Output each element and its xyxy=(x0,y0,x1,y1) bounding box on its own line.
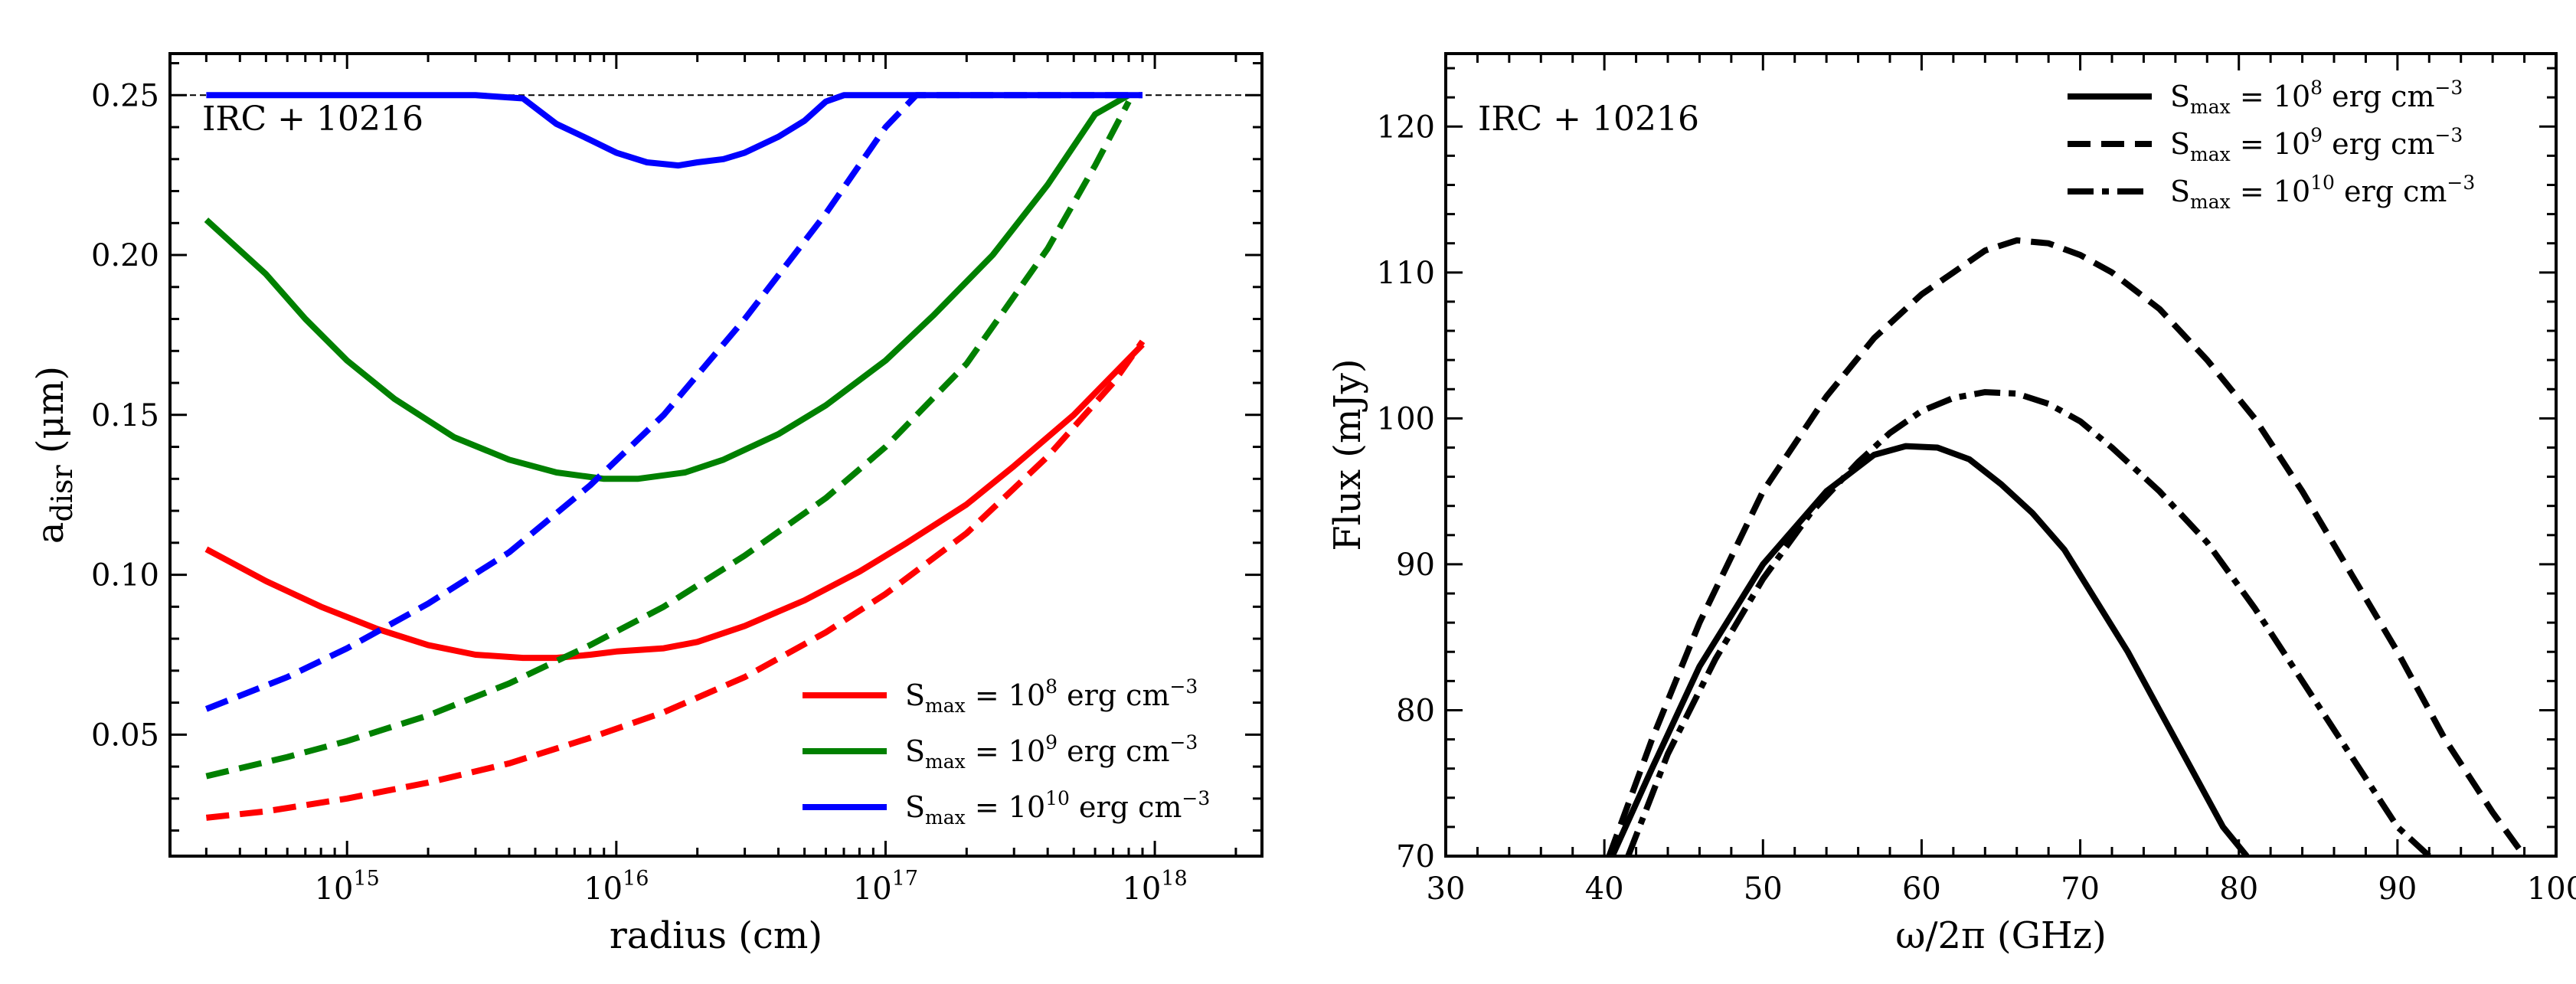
x-axis-label: radius (cm) xyxy=(610,914,822,957)
x-tick-label: 40 xyxy=(1585,871,1624,907)
series-line-blue-solid xyxy=(206,92,1143,169)
legend-entry: Smax = 109 erg cm−3 xyxy=(2170,124,2463,165)
y-tick-label: 120 xyxy=(1377,110,1435,145)
right-plot: 30 40 50 60 70 80 90 100 70 80 90 100 110 120 ω/2π (GH… xyxy=(1326,52,2576,957)
x-tick-label: 60 xyxy=(1902,871,1941,907)
y-tick-label: 0.15 xyxy=(91,398,159,433)
y-tick-label: 110 xyxy=(1377,256,1435,291)
left-legend: Smax = 108 erg cm−3 Smax = 109 erg cm−3 Sm… xyxy=(803,675,1210,829)
x-tick-label: 1017 xyxy=(853,867,918,907)
right-legend: Smax = 108 erg cm−3 Smax = 109 erg cm−3 Sm… xyxy=(2068,77,2475,213)
x-tick-label: 1015 xyxy=(315,867,380,907)
y-tick-label: 100 xyxy=(1377,401,1435,436)
annotation-label: IRC + 10216 xyxy=(202,100,423,139)
x-tick-label: 70 xyxy=(2061,871,2100,907)
series-line-S=1e8 xyxy=(1609,443,2250,856)
series-line-red-dashed xyxy=(205,339,1146,821)
x-tick-label: 1016 xyxy=(584,867,649,907)
y-axis-label: adisr (μm) xyxy=(29,366,79,544)
y-axis-label: Flux (mJy) xyxy=(1326,358,1369,551)
legend-entry: Smax = 1010 erg cm−3 xyxy=(2170,172,2475,213)
legend-entry: Smax = 1010 erg cm−3 xyxy=(905,787,1210,829)
legend-entry: Smax = 108 erg cm−3 xyxy=(2170,77,2463,118)
y-tick-label: 0.10 xyxy=(91,558,159,593)
y-tick-label: 70 xyxy=(1396,839,1435,874)
x-tick-label: 30 xyxy=(1427,871,1466,907)
y-tick-label: 0.20 xyxy=(91,238,159,273)
series-line-green-dashed xyxy=(205,100,1132,780)
series-line-blue-dashed xyxy=(204,92,1143,712)
left-series xyxy=(204,92,1146,821)
series-line-green-solid xyxy=(204,92,1130,482)
legend-entry: Smax = 109 erg cm−3 xyxy=(905,731,1198,773)
x-tick-label: 80 xyxy=(2219,871,2258,907)
right-series xyxy=(1606,237,2527,856)
x-tick-label: 90 xyxy=(2378,871,2417,907)
right-axes-frame xyxy=(1444,52,2558,858)
x-tick-label: 50 xyxy=(1744,871,1783,907)
left-axes-frame xyxy=(168,52,1263,858)
left-plot: 1015 1016 1017 1018 0.05 0.10 0.15 0.20 0.25 radi… xyxy=(29,52,1263,957)
y-tick-label: 90 xyxy=(1396,548,1435,583)
x-tick-label: 100 xyxy=(2527,871,2576,907)
x-axis-label: ω/2π (GHz) xyxy=(1895,914,2107,957)
annotation-label: IRC + 10216 xyxy=(1478,100,1699,139)
legend-entry: Smax = 108 erg cm−3 xyxy=(905,675,1198,717)
series-line-S=1e9 xyxy=(1606,237,2527,856)
y-tick-label: 0.05 xyxy=(91,718,159,753)
x-tick-label: 1018 xyxy=(1122,867,1187,907)
right-ticks xyxy=(1444,54,2558,858)
y-tick-label: 0.25 xyxy=(91,78,159,113)
left-ticks xyxy=(170,54,1262,856)
y-tick-label: 80 xyxy=(1396,693,1435,728)
series-line-red-solid xyxy=(204,342,1145,662)
series-line-S=1e10 xyxy=(1625,389,2432,856)
